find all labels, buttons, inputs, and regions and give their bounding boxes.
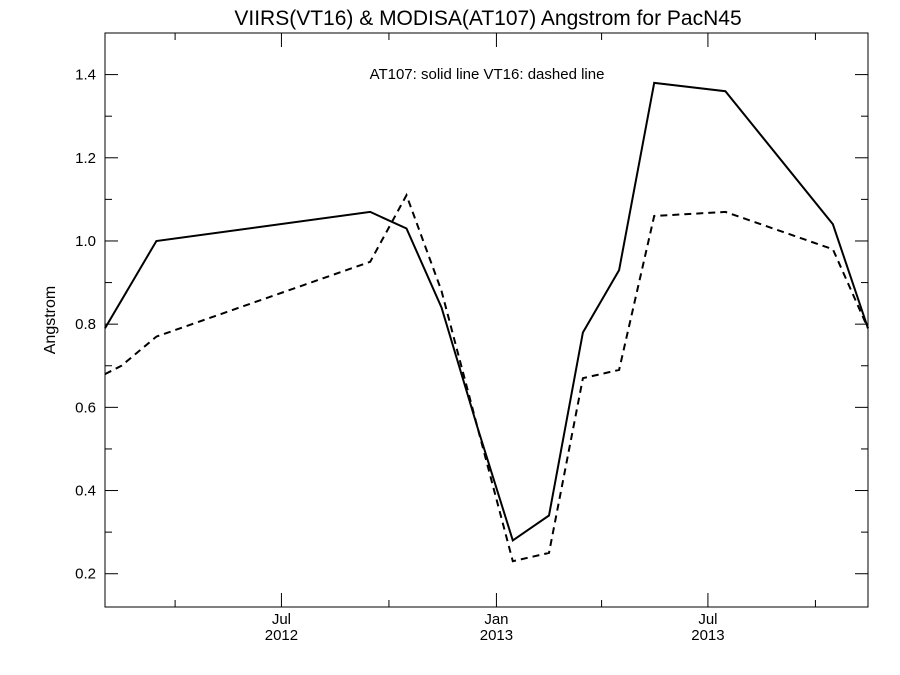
y-tick-label: 0.2	[75, 566, 96, 583]
x-tick-label-month: Jan	[484, 611, 508, 628]
chart-title: VIIRS(VT16) & MODISA(AT107) Angstrom for…	[234, 7, 741, 30]
x-tick-label-month: Jul	[272, 611, 291, 628]
x-tick-label-year: 2013	[480, 627, 513, 644]
y-tick-label: 1.0	[75, 233, 96, 250]
y-tick-label: 0.8	[75, 316, 96, 333]
plot-frame	[104, 32, 869, 608]
ticks-layer	[105, 32, 868, 607]
series-layer	[104, 81, 869, 563]
y-tick-label: 0.6	[75, 399, 96, 416]
series-line-solid	[104, 81, 869, 542]
x-tick-label-year: 2012	[265, 627, 298, 644]
y-tick-label: 1.2	[75, 150, 96, 167]
y-axis-label: Angstrom	[42, 286, 59, 354]
tick-labels-layer: 0.20.40.60.81.01.21.4Jul2012Jan2013Jul20…	[75, 67, 724, 644]
x-tick-label-month: Jul	[698, 611, 717, 628]
x-tick-label-year: 2013	[691, 627, 724, 644]
legend-text: AT107: solid line VT16: dashed line	[370, 66, 605, 83]
y-tick-label: 0.4	[75, 483, 96, 500]
y-tick-label: 1.4	[75, 67, 96, 84]
series-line-dashed	[104, 192, 869, 563]
